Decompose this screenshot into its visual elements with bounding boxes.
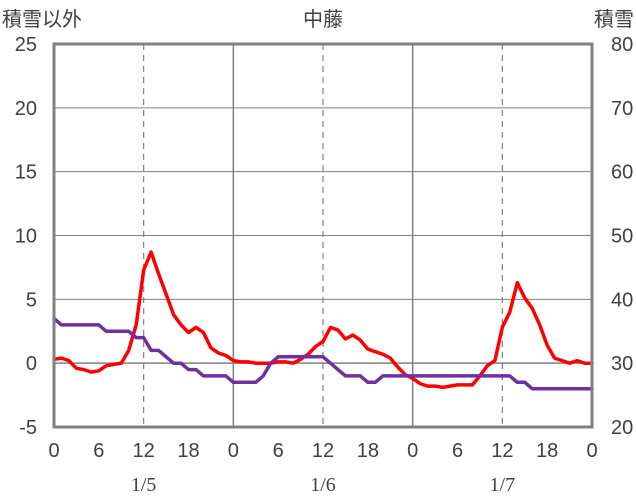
date-label: 1/5 — [131, 474, 157, 496]
x-axis-ticks: 0 6 12 18 0 6 12 18 0 6 12 18 0 — [48, 440, 597, 462]
right-axis-ticks: 20 30 40 50 60 70 80 — [611, 34, 633, 439]
x-tick-label: 6 — [273, 440, 284, 462]
right-tick-label: 20 — [611, 417, 633, 439]
right-tick-label: 30 — [611, 353, 633, 375]
right-tick-label: 50 — [611, 226, 633, 248]
x-tick-label: 18 — [177, 440, 199, 462]
x-tick-label: 6 — [452, 440, 463, 462]
x-tick-label: 18 — [357, 440, 379, 462]
left-axis-title: 積雪以外 — [2, 7, 82, 31]
x-tick-label: 0 — [586, 440, 597, 462]
series-line-1 — [52, 250, 594, 390]
x-tick-label: 12 — [133, 440, 155, 462]
right-tick-label: 80 — [611, 34, 633, 56]
left-axis-ticks: -5 0 5 10 15 20 25 — [15, 34, 37, 439]
series-layer — [52, 250, 594, 391]
date-label: 1/7 — [490, 474, 516, 496]
right-tick-label: 40 — [611, 289, 633, 311]
left-tick-label: 10 — [15, 226, 37, 248]
plot-frame — [52, 42, 594, 429]
x-tick-label: 0 — [48, 440, 59, 462]
right-tick-label: 70 — [611, 98, 633, 120]
left-tick-label: 25 — [15, 34, 37, 56]
right-axis-title: 積雪 — [594, 7, 634, 31]
x-tick-label: 0 — [407, 440, 418, 462]
x-tick-label: 6 — [93, 440, 104, 462]
date-labels: 1/5 1/6 1/7 — [131, 474, 515, 496]
left-tick-label: 15 — [15, 162, 37, 184]
left-tick-label: 0 — [26, 353, 37, 375]
date-label: 1/6 — [310, 474, 336, 496]
x-tick-label: 0 — [228, 440, 239, 462]
left-tick-label: -5 — [19, 417, 37, 439]
series-line-2 — [52, 316, 594, 391]
right-tick-label: 60 — [611, 162, 633, 184]
x-tick-label: 12 — [491, 440, 513, 462]
left-tick-label: 20 — [15, 98, 37, 120]
grid — [54, 44, 592, 427]
x-tick-label: 18 — [536, 440, 558, 462]
chart-title: 中藤 — [303, 7, 343, 31]
x-tick-label: 12 — [312, 440, 334, 462]
left-tick-label: 5 — [26, 289, 37, 311]
